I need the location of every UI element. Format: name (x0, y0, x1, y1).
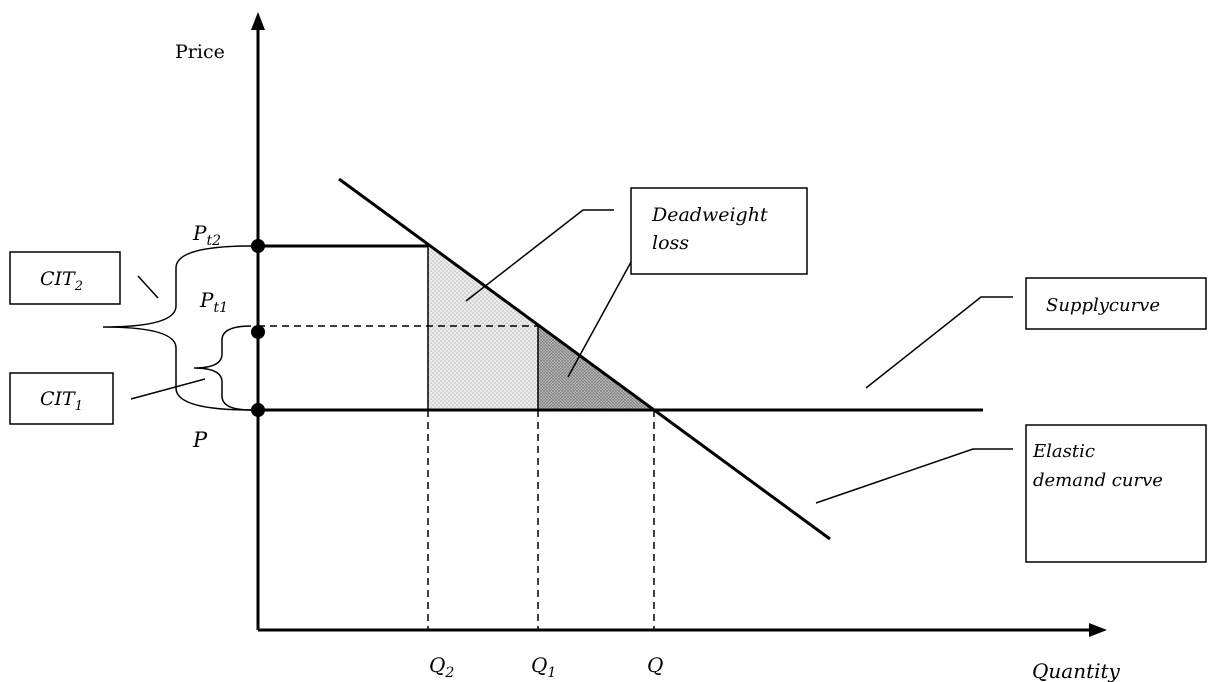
cit1-label: CIT1 (40, 388, 83, 414)
q1-label: Q1 (531, 653, 556, 681)
pt1-point (251, 325, 265, 339)
p-point (251, 403, 265, 417)
x-axis-label: Quantity (1032, 659, 1121, 682)
supply-box (1025, 277, 1207, 330)
deadweight-leader-1 (465, 209, 614, 302)
y-axis-label: Price (175, 41, 225, 63)
cit2-brace (102, 245, 252, 411)
q-label: Q (647, 653, 663, 677)
pt1-label: Pt1 (199, 288, 228, 316)
y-axis-arrow (251, 12, 265, 30)
x-axis-arrow (1089, 623, 1107, 637)
cit1-leader (130, 378, 206, 400)
supply-leader (865, 296, 1013, 389)
cit2-leader (137, 275, 159, 299)
pt2-point (251, 239, 265, 253)
cit1-brace (193, 325, 252, 411)
p-label: P (192, 428, 208, 452)
demand-label-line2: demand curve (1033, 470, 1163, 491)
cit2-box (9, 251, 121, 305)
cit1-box (9, 372, 114, 425)
pt2-label: Pt2 (192, 221, 221, 249)
demand-box (1025, 424, 1207, 563)
deadweight-box (630, 187, 808, 275)
cit2-label: CIT2 (40, 268, 83, 294)
q2-label: Q2 (429, 653, 454, 681)
tax-area-light (428, 246, 538, 410)
demand-curve (338, 177, 831, 541)
demand-leader (815, 448, 1013, 504)
demand-label-line1: Elastic (1032, 441, 1095, 462)
deadweight-label-line1: Deadweight (651, 204, 768, 226)
supply-label: Supplycurve (1046, 295, 1160, 316)
deadweight-label-line2: loss (652, 232, 689, 254)
deadweight-leader-2 (567, 261, 632, 378)
